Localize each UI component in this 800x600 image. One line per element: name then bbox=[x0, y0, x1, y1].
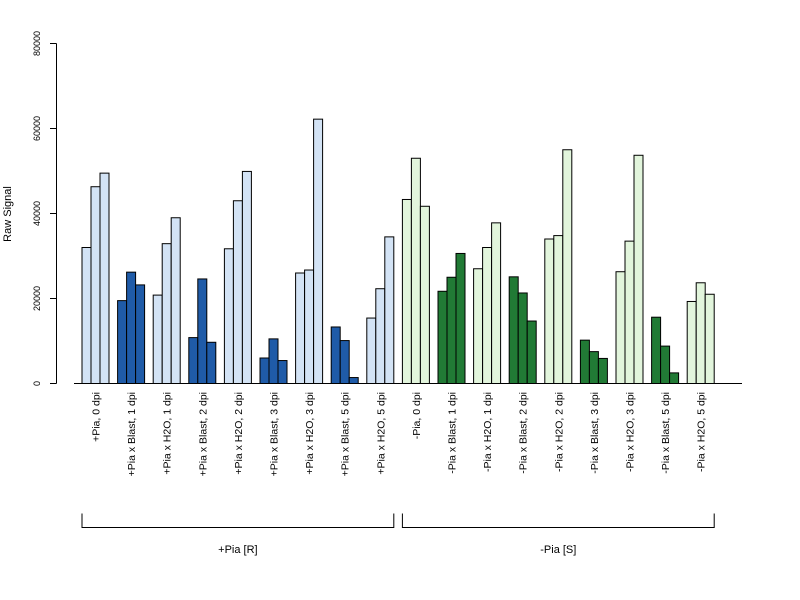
bar bbox=[197, 278, 208, 385]
y-tick-label: 80000 bbox=[32, 31, 42, 56]
bar bbox=[304, 269, 315, 384]
bar bbox=[473, 268, 484, 384]
bar bbox=[455, 252, 466, 384]
bar bbox=[339, 340, 350, 385]
group-label: +Pia [R] bbox=[218, 544, 257, 556]
x-tick-label: +Pia x H2O, 2 dpi bbox=[233, 392, 245, 475]
x-tick-label: -Pia x Blast, 3 dpi bbox=[589, 392, 601, 474]
bar bbox=[152, 294, 163, 385]
x-tick-label: -Pia x Blast, 1 dpi bbox=[447, 392, 459, 474]
bar bbox=[313, 118, 324, 385]
bar bbox=[544, 238, 555, 384]
bar bbox=[188, 337, 199, 385]
bar bbox=[161, 243, 172, 384]
bar bbox=[117, 300, 128, 384]
bar bbox=[232, 200, 243, 384]
x-tick-label: +Pia x H2O, 5 dpi bbox=[375, 392, 387, 475]
bar bbox=[624, 240, 635, 384]
bar bbox=[517, 292, 528, 385]
bars bbox=[81, 118, 715, 385]
group-bracket bbox=[401, 513, 715, 528]
bar bbox=[401, 198, 412, 384]
y-tick-label: 0 bbox=[32, 381, 42, 386]
x-tick-label: -Pia x H2O, 2 dpi bbox=[553, 392, 565, 472]
bar bbox=[579, 339, 590, 384]
bar bbox=[686, 300, 697, 385]
bar bbox=[206, 341, 217, 384]
bar bbox=[81, 247, 92, 384]
bar bbox=[170, 217, 181, 384]
x-tick-label: -Pia x Blast, 5 dpi bbox=[660, 392, 672, 474]
x-tick-label: +Pia x H2O, 3 dpi bbox=[304, 392, 316, 475]
y-axis-label: Raw Signal bbox=[2, 186, 14, 242]
x-tick-label: +Pia x Blast, 2 dpi bbox=[197, 392, 209, 476]
bar bbox=[268, 338, 279, 384]
bar bbox=[704, 293, 715, 384]
bar bbox=[277, 360, 288, 384]
bar bbox=[553, 235, 564, 384]
bar bbox=[419, 205, 430, 384]
y-tick-label: 40000 bbox=[32, 201, 42, 226]
x-tick-label: +Pia x Blast, 3 dpi bbox=[269, 392, 281, 476]
group-brackets: +Pia [R] -Pia [S] bbox=[81, 513, 715, 556]
bar bbox=[90, 186, 101, 384]
bar bbox=[491, 222, 502, 384]
bar bbox=[615, 271, 626, 385]
x-tick-label: -Pia x Blast, 2 dpi bbox=[518, 392, 530, 474]
bar bbox=[223, 248, 234, 384]
y-axis: 0 20000 40000 60000 80000 bbox=[32, 31, 57, 386]
x-tick-labels: +Pia, 0 dpi +Pia x Blast, 1 dpi +Pia x H2O… bbox=[91, 392, 708, 476]
bar bbox=[241, 170, 252, 384]
bar bbox=[695, 282, 706, 384]
bar bbox=[135, 284, 146, 384]
x-tick-label: -Pia x H2O, 1 dpi bbox=[482, 392, 494, 472]
bar bbox=[330, 326, 341, 385]
group-bracket bbox=[81, 513, 395, 528]
bar bbox=[669, 372, 680, 384]
bar bbox=[651, 316, 662, 385]
x-tick-label: +Pia, 0 dpi bbox=[91, 392, 103, 442]
bar bbox=[259, 357, 270, 384]
x-tick-label: +Pia x Blast, 5 dpi bbox=[340, 392, 352, 476]
bar bbox=[126, 271, 137, 384]
bar bbox=[508, 276, 519, 385]
bar bbox=[660, 345, 671, 385]
bar bbox=[295, 272, 306, 384]
bar bbox=[588, 351, 599, 384]
bar bbox=[437, 290, 448, 384]
x-tick-label: +Pia x H2O, 1 dpi bbox=[162, 392, 174, 475]
bar bbox=[410, 157, 421, 384]
y-tick-label: 60000 bbox=[32, 116, 42, 141]
x-tick-label: -Pia x H2O, 3 dpi bbox=[625, 392, 637, 472]
bar bbox=[446, 276, 457, 384]
bar bbox=[562, 149, 573, 384]
y-tick-label: 20000 bbox=[32, 286, 42, 311]
bar bbox=[348, 377, 359, 384]
bar bbox=[633, 154, 644, 384]
bar bbox=[526, 320, 537, 384]
bar bbox=[384, 236, 395, 384]
bar bbox=[482, 247, 493, 384]
x-tick-label: -Pia, 0 dpi bbox=[411, 392, 423, 439]
bar bbox=[366, 317, 377, 384]
bar bbox=[99, 172, 110, 384]
bar bbox=[597, 357, 608, 384]
group-label: -Pia [S] bbox=[540, 544, 576, 556]
bar bbox=[375, 288, 386, 385]
x-tick-label: -Pia x H2O, 5 dpi bbox=[696, 392, 708, 472]
x-tick-label: +Pia x Blast, 1 dpi bbox=[126, 392, 138, 476]
